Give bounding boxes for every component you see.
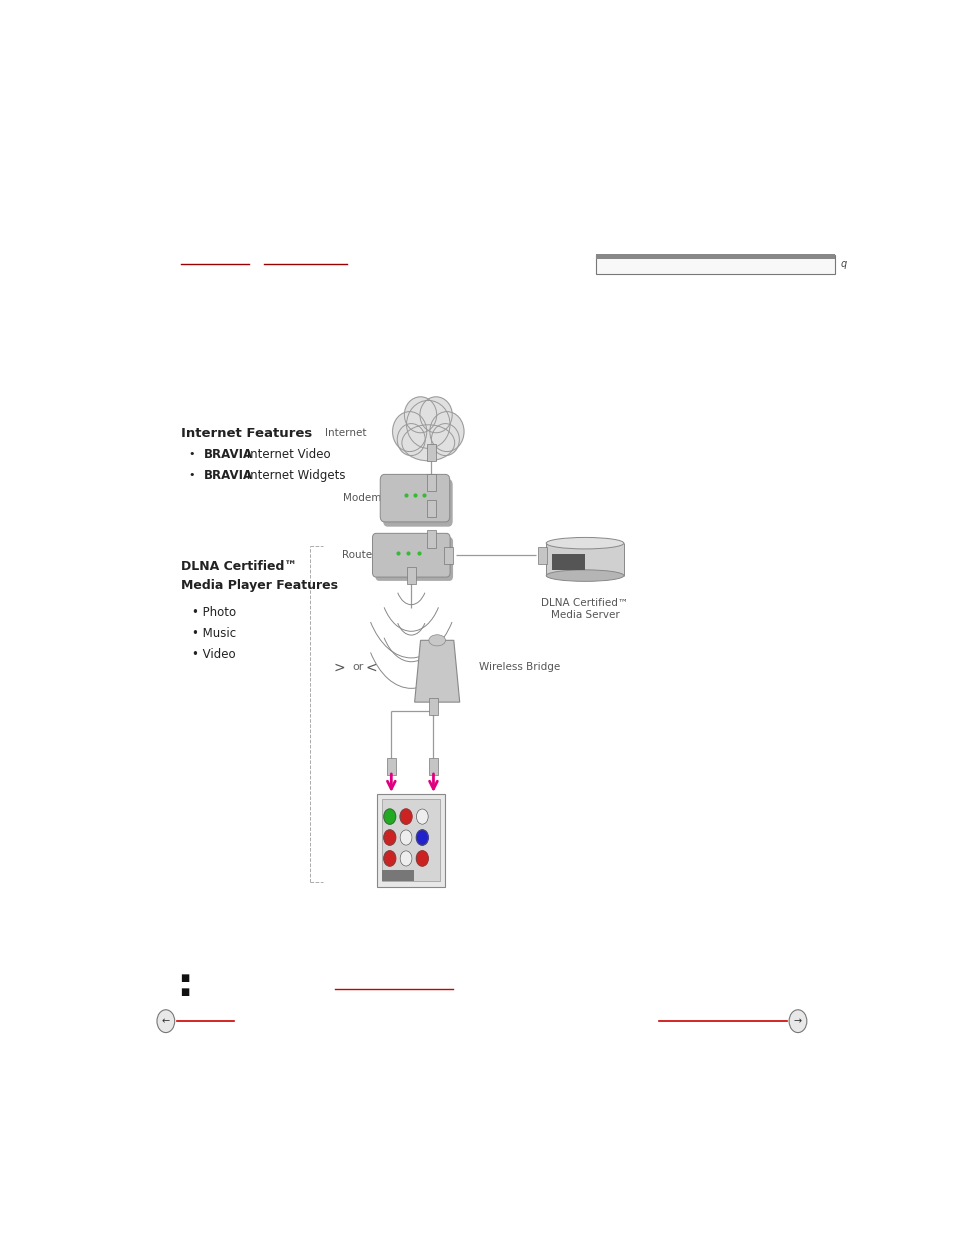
- Text: >: >: [334, 661, 345, 674]
- FancyBboxPatch shape: [372, 534, 450, 577]
- Text: • Music: • Music: [192, 626, 235, 640]
- Ellipse shape: [404, 396, 436, 432]
- Text: or: or: [352, 662, 363, 672]
- Bar: [552, 553, 584, 569]
- Text: ■: ■: [180, 987, 190, 997]
- FancyBboxPatch shape: [596, 254, 834, 274]
- Ellipse shape: [546, 537, 623, 548]
- Bar: [426, 474, 436, 492]
- Ellipse shape: [430, 411, 463, 452]
- Circle shape: [399, 851, 412, 866]
- Circle shape: [399, 809, 412, 824]
- Ellipse shape: [429, 635, 445, 646]
- Text: DLNA Certified™: DLNA Certified™: [180, 561, 296, 573]
- Bar: [426, 443, 436, 461]
- Circle shape: [416, 809, 428, 824]
- Circle shape: [399, 830, 412, 845]
- Bar: [546, 543, 623, 576]
- Text: • Photo: • Photo: [192, 605, 235, 619]
- Text: ■: ■: [180, 973, 190, 983]
- Text: Internet: Internet: [324, 429, 366, 438]
- Bar: [387, 758, 395, 774]
- Text: Wireless Bridge: Wireless Bridge: [478, 662, 560, 672]
- Text: Modem: Modem: [343, 493, 381, 503]
- Text: q: q: [840, 259, 846, 269]
- Text: →: →: [793, 1016, 801, 1026]
- Text: Internet Widgets: Internet Widgets: [242, 469, 345, 482]
- Bar: [406, 567, 416, 584]
- Text: BRAVIA: BRAVIA: [204, 448, 253, 461]
- Circle shape: [788, 1010, 806, 1032]
- Bar: [429, 758, 437, 774]
- Circle shape: [157, 1010, 174, 1032]
- FancyBboxPatch shape: [380, 474, 449, 522]
- Ellipse shape: [546, 569, 623, 582]
- Bar: [443, 547, 453, 563]
- FancyBboxPatch shape: [383, 479, 453, 526]
- Text: •: •: [189, 450, 194, 459]
- Text: Internet Video: Internet Video: [242, 448, 330, 461]
- Text: DLNA Certified™
Media Server: DLNA Certified™ Media Server: [541, 599, 628, 620]
- Bar: [376, 794, 445, 887]
- Bar: [382, 799, 439, 882]
- Polygon shape: [415, 640, 459, 703]
- Text: Router: Router: [342, 551, 376, 561]
- Circle shape: [416, 851, 428, 866]
- Text: •: •: [189, 471, 194, 480]
- Ellipse shape: [393, 411, 426, 452]
- FancyBboxPatch shape: [375, 537, 453, 580]
- Bar: [426, 500, 436, 517]
- Text: BRAVIA: BRAVIA: [204, 469, 253, 482]
- Circle shape: [383, 851, 395, 866]
- Ellipse shape: [431, 424, 459, 456]
- Bar: [426, 531, 436, 547]
- Text: • Video: • Video: [192, 647, 235, 661]
- Circle shape: [416, 830, 428, 845]
- Text: Media Player Features: Media Player Features: [180, 579, 337, 592]
- Ellipse shape: [401, 425, 455, 461]
- Circle shape: [383, 830, 395, 845]
- Ellipse shape: [396, 424, 425, 456]
- Bar: [596, 253, 834, 258]
- Bar: [537, 547, 547, 563]
- Bar: [382, 869, 414, 882]
- Text: <: <: [365, 661, 376, 674]
- Ellipse shape: [406, 400, 450, 448]
- Ellipse shape: [419, 396, 452, 432]
- Text: Internet Features: Internet Features: [180, 427, 312, 440]
- Text: ←: ←: [162, 1016, 170, 1026]
- Bar: [429, 698, 437, 715]
- Circle shape: [383, 809, 395, 824]
